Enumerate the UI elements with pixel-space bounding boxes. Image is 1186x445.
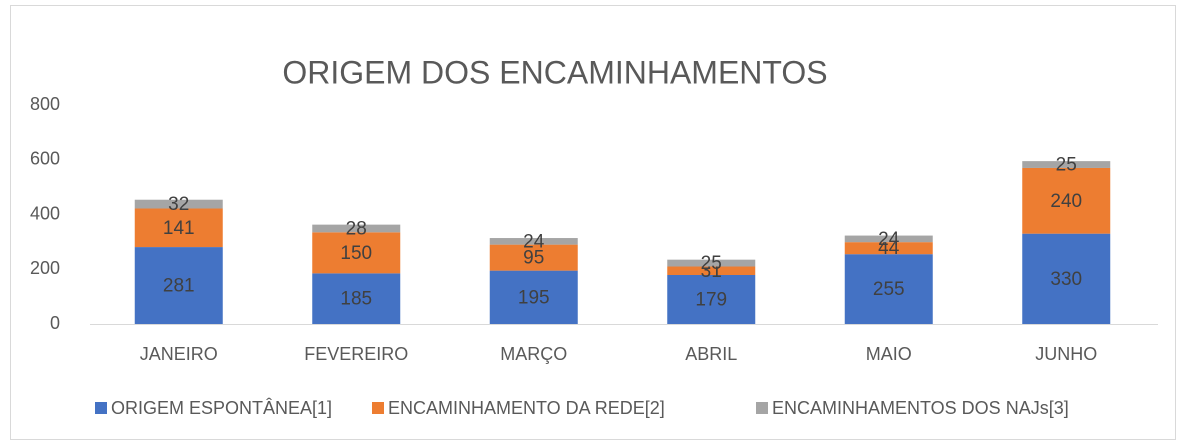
x-tick-label: ABRIL <box>685 344 737 364</box>
bar-segment <box>667 266 756 275</box>
bar-segment <box>844 254 933 324</box>
data-label: 24 <box>523 231 545 252</box>
y-tick-label: 800 <box>30 94 60 114</box>
data-label: 141 <box>163 218 195 239</box>
bar-segment <box>134 199 223 209</box>
bar-segment <box>134 247 223 324</box>
legend-label: ORIGEM ESPONTÂNEA[1] <box>111 398 332 418</box>
bar-segment <box>1022 233 1111 324</box>
bar-segment <box>134 208 223 248</box>
bar-segment <box>667 259 756 267</box>
x-tick-label: MAIO <box>866 344 912 364</box>
data-label: 28 <box>346 218 367 239</box>
y-tick-label: 600 <box>30 149 60 169</box>
legend-label: ENCAMINHAMENTO DA REDE[2] <box>388 398 665 418</box>
y-tick-label: 200 <box>30 258 60 278</box>
data-label: 255 <box>873 279 905 300</box>
x-tick-label: MARÇO <box>500 344 567 364</box>
bar-segment <box>312 224 401 233</box>
data-label: 95 <box>523 248 544 269</box>
legend-swatch <box>756 402 768 414</box>
data-label: 281 <box>163 276 195 297</box>
bar-segment <box>844 235 933 243</box>
legend-swatch <box>372 402 384 414</box>
data-label: 32 <box>168 194 189 215</box>
data-label: 150 <box>340 243 372 264</box>
bar-segment <box>312 232 401 274</box>
y-tick-label: 0 <box>50 313 60 333</box>
bar-segment <box>489 244 578 271</box>
x-tick-label: JANEIRO <box>140 344 218 364</box>
bar-segment <box>1022 167 1111 234</box>
y-tick-label: 400 <box>30 203 60 223</box>
data-label: 330 <box>1050 269 1082 290</box>
legend-label: ENCAMINHAMENTOS DOS NAJs[3] <box>772 398 1069 418</box>
data-label: 25 <box>701 253 722 274</box>
data-label: 24 <box>878 229 900 250</box>
bar-segment <box>489 270 578 324</box>
bar-segment <box>1022 161 1111 168</box>
data-label: 195 <box>518 287 550 308</box>
bar-segment <box>312 273 401 324</box>
x-tick-label: FEVEREIRO <box>304 344 408 364</box>
bar-segment <box>489 238 578 245</box>
data-label: 25 <box>1056 155 1077 176</box>
bar-segment <box>844 242 933 255</box>
data-label: 179 <box>695 290 727 311</box>
bar-segment <box>667 274 756 324</box>
chart-title: ORIGEM DOS ENCAMINHAMENTOS <box>282 54 827 90</box>
data-label: 185 <box>340 289 372 310</box>
legend-swatch <box>95 402 107 414</box>
data-label: 240 <box>1050 191 1082 212</box>
data-label: 44 <box>878 238 900 259</box>
x-tick-label: JUNHO <box>1035 344 1097 364</box>
